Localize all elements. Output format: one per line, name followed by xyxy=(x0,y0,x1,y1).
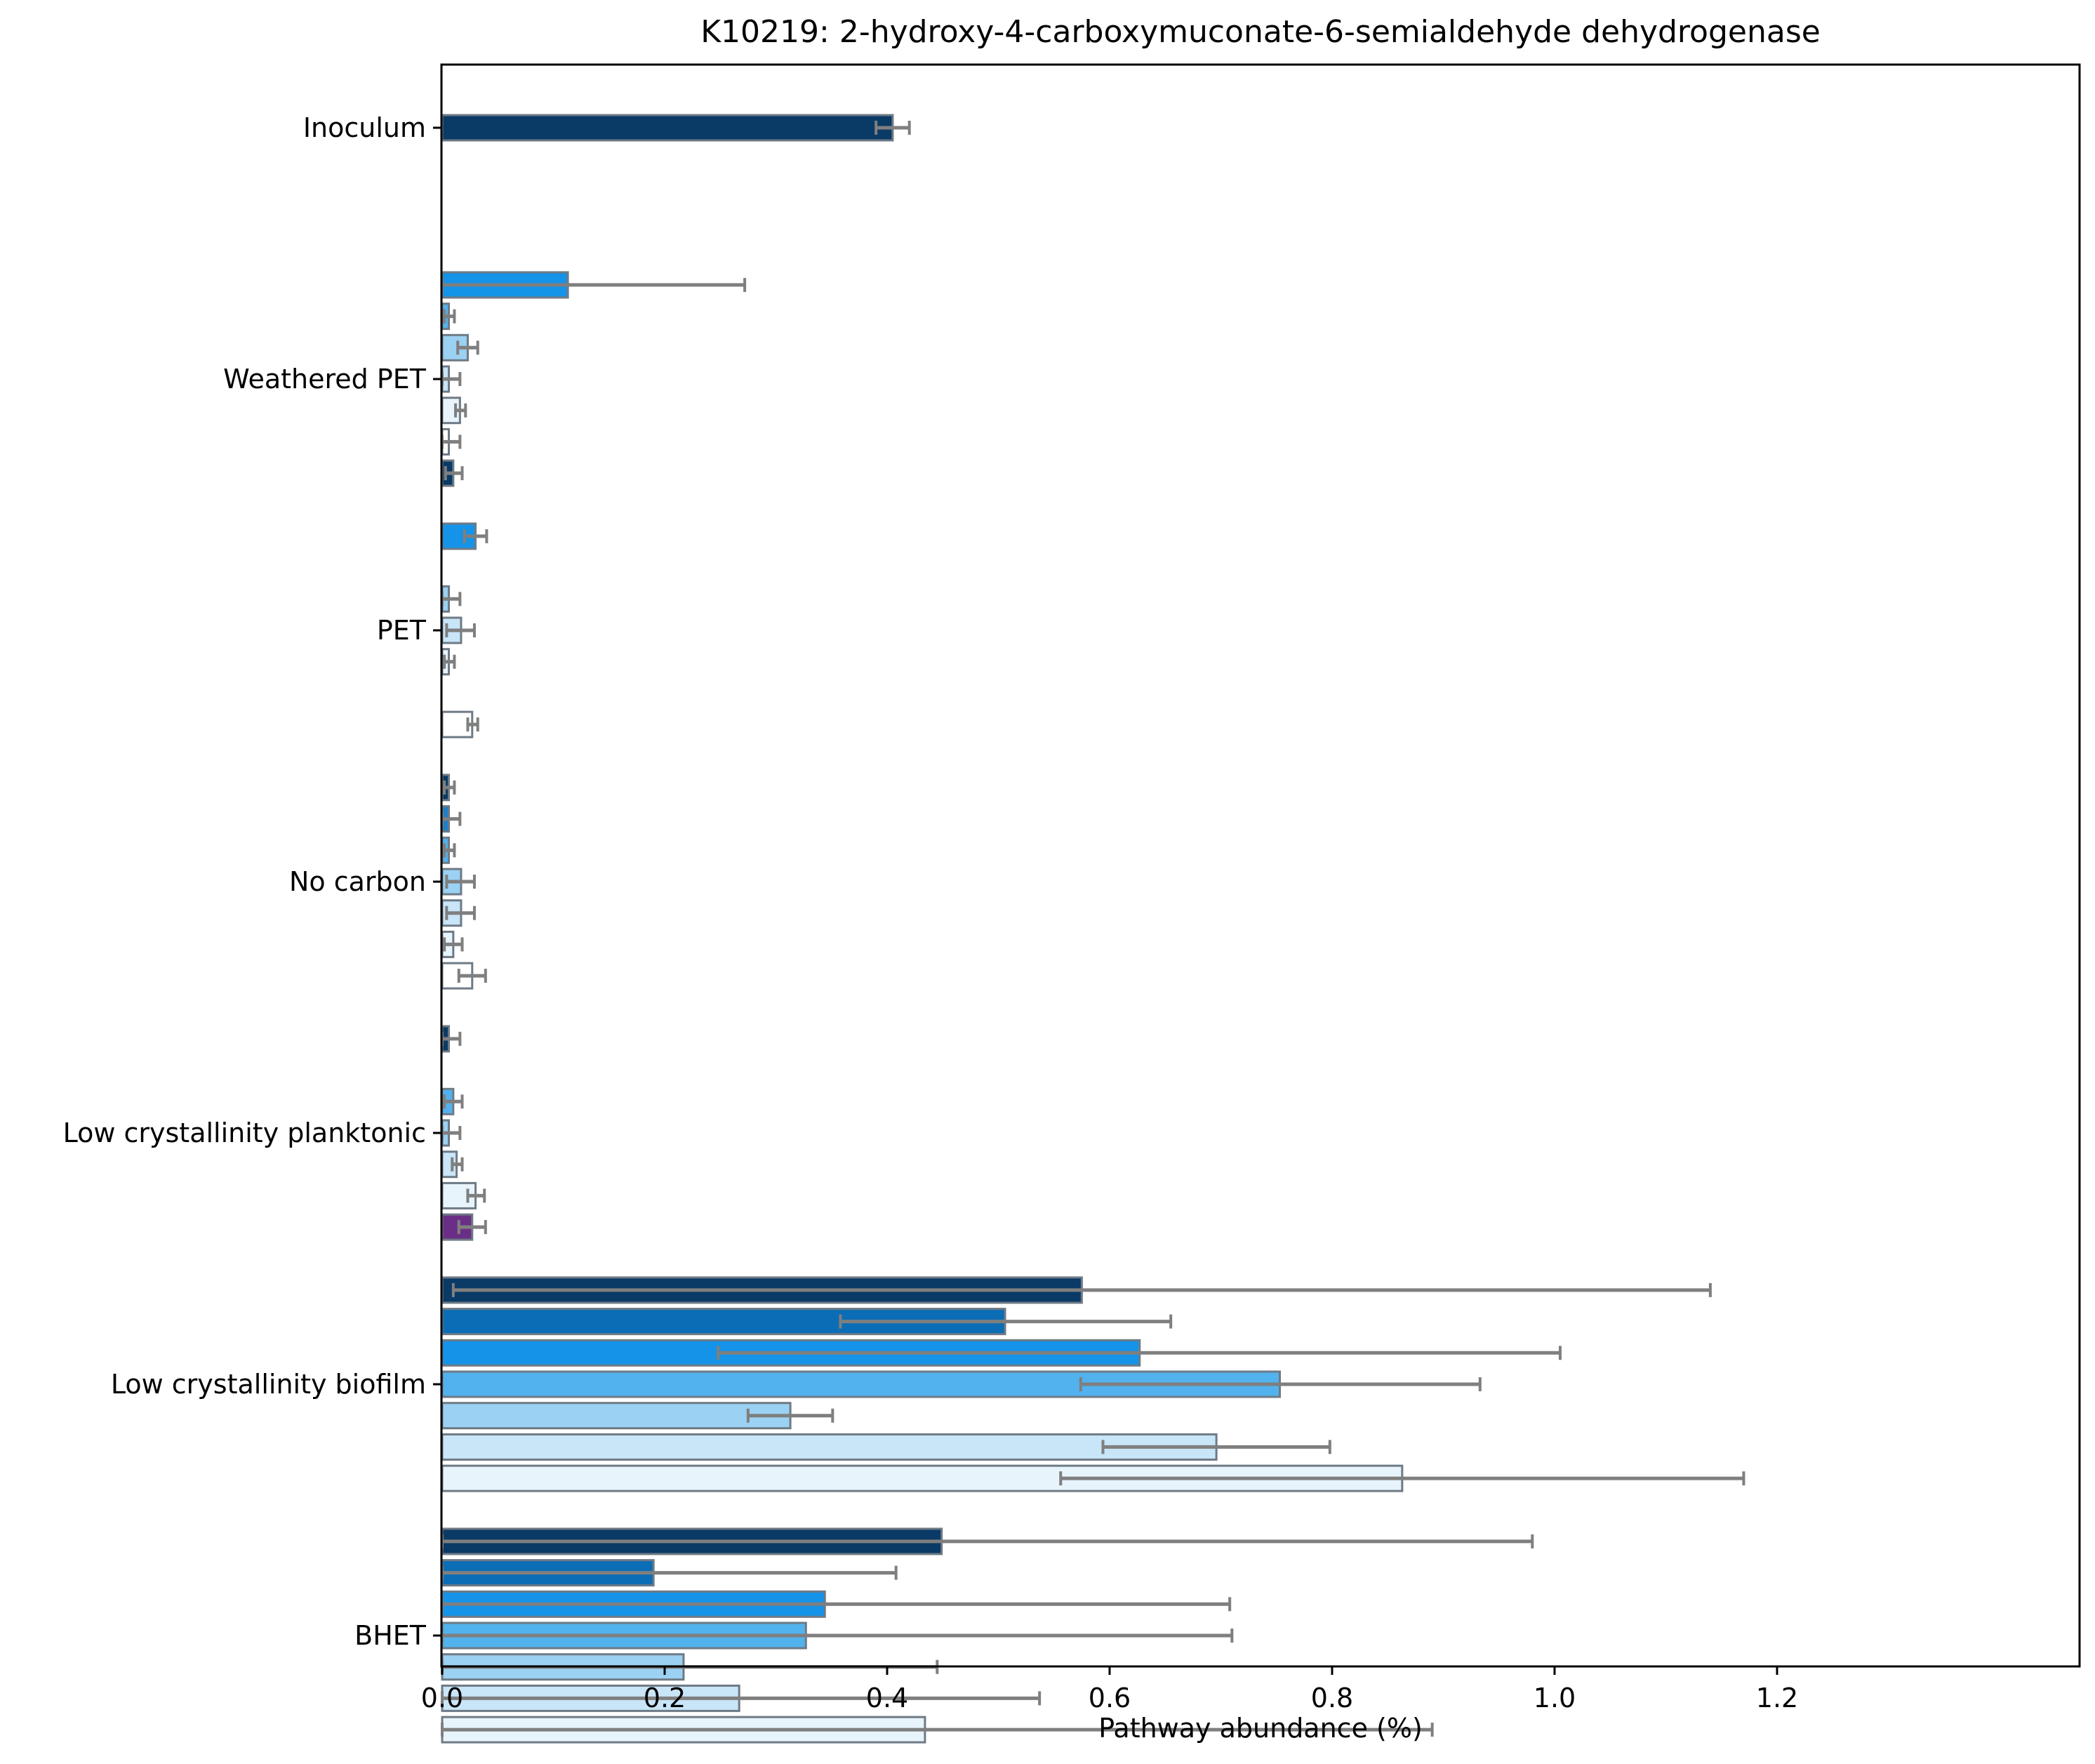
bar xyxy=(441,1402,792,1430)
y-axis-ticks: Inoculum Weathered PET PET No carbon Low cry… xyxy=(63,112,441,1651)
error-bars-layer xyxy=(441,121,1745,1737)
x-axis-ticks: 0.0 0.2 0.4 0.6 0.8 1.0 1.2 xyxy=(421,1666,1798,1713)
x-tick-label: 1.0 xyxy=(1534,1683,1576,1713)
y-tick-label: Low crystallinity biofilm xyxy=(111,1369,426,1400)
y-tick-label: Low crystallinity planktonic xyxy=(63,1118,426,1148)
bar xyxy=(441,114,894,142)
y-tick-label: No carbon xyxy=(289,866,426,897)
x-axis-label: Pathway abundance (%) xyxy=(1098,1713,1423,1744)
x-tick-label: 0.2 xyxy=(644,1683,686,1713)
x-tick-label: 0.0 xyxy=(421,1683,463,1713)
bar xyxy=(441,1433,1218,1461)
y-tick-label: Weathered PET xyxy=(223,364,427,394)
y-tick-label: Inoculum xyxy=(303,112,426,143)
y-tick-label: BHET xyxy=(354,1620,427,1651)
plot-frame xyxy=(440,63,2081,1668)
x-tick-label: 0.4 xyxy=(866,1683,908,1713)
y-tick-label: PET xyxy=(377,615,427,646)
x-tick-label: 0.6 xyxy=(1089,1683,1131,1713)
x-tick-label: 1.2 xyxy=(1756,1683,1798,1713)
bars-layer xyxy=(441,114,1404,1744)
chart-title: K10219: 2-hydroxy-4-carboxymuconate-6-se… xyxy=(700,14,1821,50)
x-tick-label: 0.8 xyxy=(1311,1683,1353,1713)
